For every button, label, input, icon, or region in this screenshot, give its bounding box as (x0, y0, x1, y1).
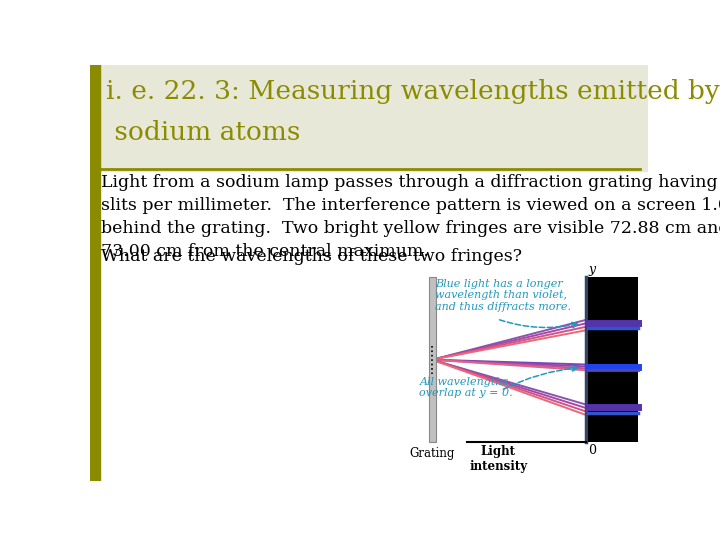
Text: Grating: Grating (409, 447, 454, 460)
Text: Light from a sodium lamp passes through a diffraction grating having 1000
slits : Light from a sodium lamp passes through … (101, 174, 720, 260)
Text: Light
intensity: Light intensity (469, 445, 528, 473)
Text: What are the wavelengths of these two fringes?: What are the wavelengths of these two fr… (101, 248, 522, 265)
Text: Blue light has a longer
wavelength than violet,
and thus diffracts more.: Blue light has a longer wavelength than … (435, 279, 571, 312)
Text: All wavelengths
overlap at y = 0.: All wavelengths overlap at y = 0. (419, 377, 513, 399)
Text: 0: 0 (589, 361, 597, 374)
Bar (588, 278, 638, 442)
Bar (90, 65, 100, 481)
Text: 0: 0 (588, 444, 596, 457)
Text: i. e. 22. 3: Measuring wavelengths emitted by: i. e. 22. 3: Measuring wavelengths emitt… (106, 79, 719, 104)
Text: y: y (588, 263, 595, 276)
Bar (100, 65, 648, 171)
Text: sodium atoms: sodium atoms (106, 120, 300, 145)
Bar (428, 278, 436, 442)
